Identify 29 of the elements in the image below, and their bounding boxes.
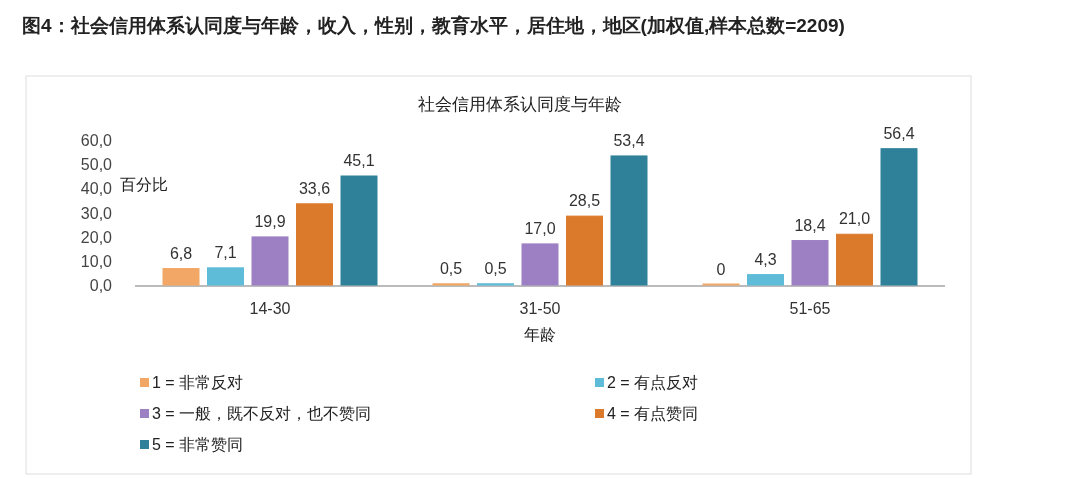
data-label: 17,0 — [524, 219, 556, 237]
data-label: 4,3 — [754, 250, 777, 268]
chart-title: 图4：社会信用体系认同度与年龄，收入，性别，教育水平，居住地，地区(加权值,样本总数=2209) — [22, 15, 845, 36]
data-label: 45,1 — [343, 152, 375, 170]
x-tick-label: 14-30 — [249, 300, 291, 317]
y-tick-label: 20,0 — [80, 228, 113, 246]
y-tick-label: 40,0 — [80, 180, 113, 198]
y-tick-label: 60,0 — [80, 132, 113, 149]
data-label: 0,5 — [439, 259, 463, 277]
y-tick-label: 10,0 — [80, 252, 113, 270]
x-tick-label: 51-65 — [789, 300, 831, 317]
y-tick-label: 0,0 — [89, 277, 113, 294]
data-label: 0,5 — [484, 259, 507, 277]
data-label: 18,4 — [794, 216, 826, 234]
y-tick-label: 30,0 — [80, 204, 113, 222]
data-label: 21,0 — [838, 210, 871, 228]
data-label: 7,1 — [214, 243, 237, 261]
y-tick-label: 50,0 — [80, 156, 113, 174]
data-label: 53,4 — [613, 131, 645, 149]
x-axis-title: 年龄 — [524, 326, 556, 343]
data-label: 6,8 — [169, 244, 193, 262]
x-tick-label: 31-50 — [519, 300, 561, 317]
data-label: 56,4 — [883, 124, 915, 142]
data-label: 0 — [716, 261, 726, 278]
data-label: 19,9 — [254, 212, 286, 230]
chart-subtitle: 社会信用体系认同度与年龄 — [418, 95, 622, 114]
y-axis-title: 百分比 — [120, 176, 168, 193]
data-label: 33,6 — [298, 179, 331, 197]
data-label: 28,5 — [568, 192, 601, 210]
